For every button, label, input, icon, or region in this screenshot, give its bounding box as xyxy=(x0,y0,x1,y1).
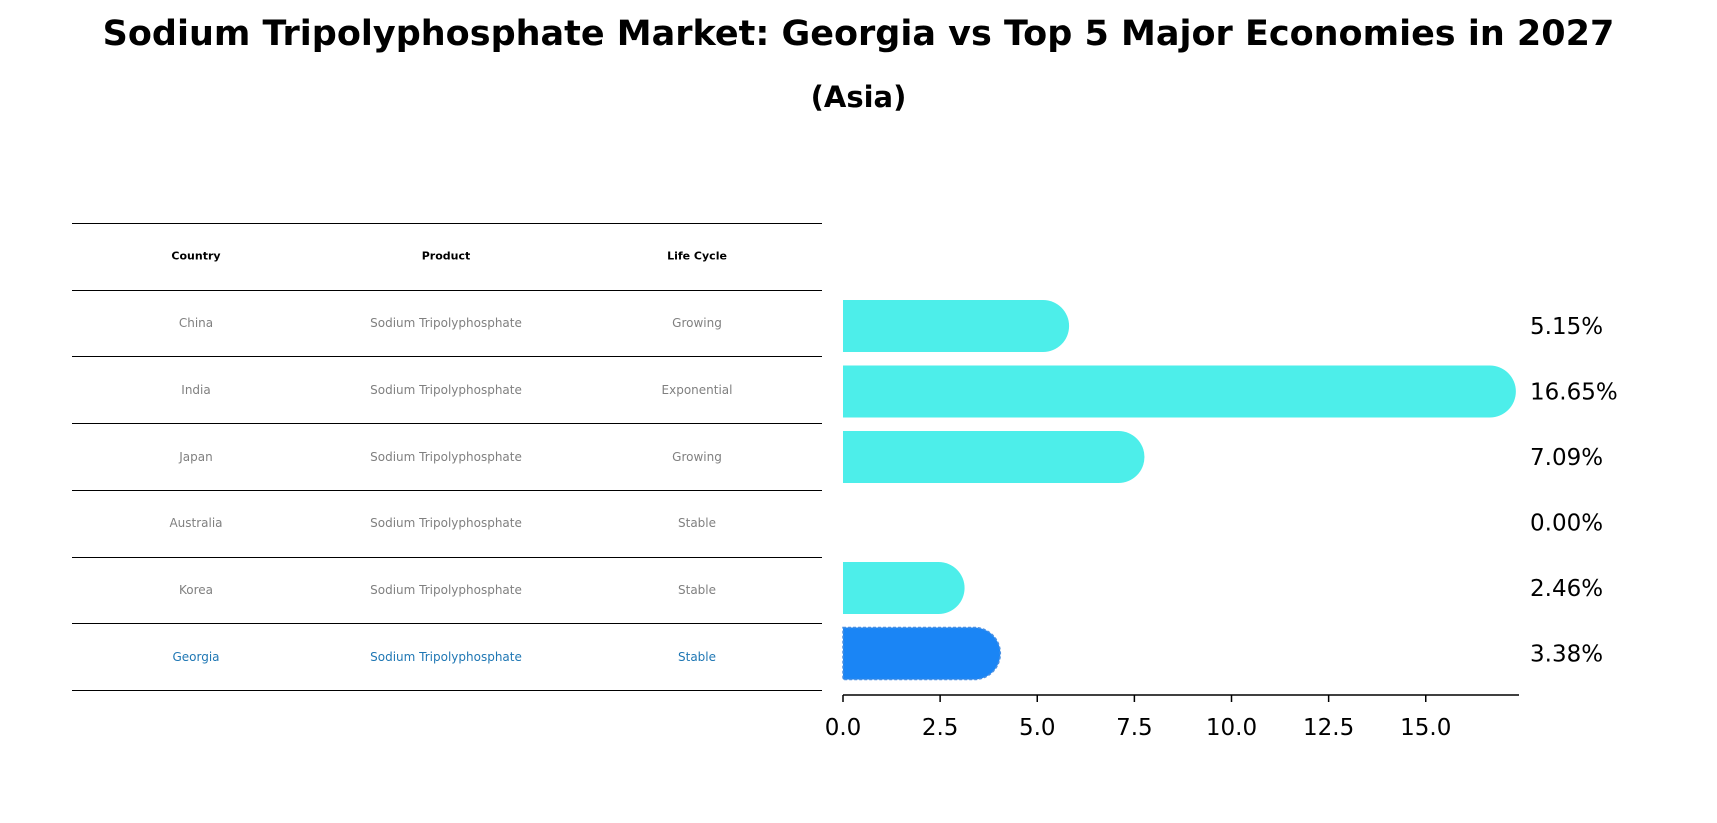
table-cell-life-cycle: Exponential xyxy=(661,383,733,397)
table-cell-product: Sodium Tripolyphosphate xyxy=(370,650,522,664)
x-tick-label: 12.5 xyxy=(1303,715,1354,741)
value-label-australia: 0.00% xyxy=(1530,511,1603,537)
table-cell-country: Australia xyxy=(169,516,223,530)
x-tick-label: 0.0 xyxy=(825,715,862,741)
table-cell-life-cycle: Stable xyxy=(677,650,717,664)
table-rule xyxy=(72,356,822,357)
table-rule xyxy=(72,623,822,624)
table-rule xyxy=(72,290,822,291)
table-header-life-cycle: Life Cycle xyxy=(667,249,727,263)
table-cell-country: Japan xyxy=(179,450,213,464)
table-cell-life-cycle: Growing xyxy=(672,450,722,464)
table-cell-product: Sodium Tripolyphosphate xyxy=(370,383,522,397)
table-rule xyxy=(72,690,822,691)
x-tick-label: 2.5 xyxy=(922,715,959,741)
value-label-korea: 2.46% xyxy=(1530,576,1603,602)
table-cell-life-cycle: Stable xyxy=(677,516,717,530)
value-label-china: 5.15% xyxy=(1530,314,1603,340)
table-header-country: Country xyxy=(171,249,221,263)
table-cell-country: Georgia xyxy=(172,650,220,664)
value-label-japan: 7.09% xyxy=(1530,445,1603,471)
table-cell-country: India xyxy=(181,383,211,397)
value-label-india: 16.65% xyxy=(1530,380,1618,406)
bar-japan xyxy=(843,431,1145,483)
x-tick-label: 7.5 xyxy=(1116,715,1153,741)
table-rule xyxy=(72,557,822,558)
bar-china xyxy=(843,300,1070,352)
table-cell-country: China xyxy=(178,316,214,330)
x-tick-label: 15.0 xyxy=(1400,715,1451,741)
table-cell-country: Korea xyxy=(178,583,214,597)
table-cell-product: Sodium Tripolyphosphate xyxy=(370,583,522,597)
table-rule xyxy=(72,223,822,224)
bar-korea xyxy=(843,562,965,614)
x-tick-label: 5.0 xyxy=(1019,715,1056,741)
bar-georgia xyxy=(842,626,1002,681)
value-label-georgia: 3.38% xyxy=(1530,642,1603,668)
table-cell-product: Sodium Tripolyphosphate xyxy=(370,316,522,330)
table-rule xyxy=(72,490,822,491)
table-header-product: Product xyxy=(421,249,471,263)
bar-india xyxy=(843,365,1516,418)
table-cell-life-cycle: Stable xyxy=(677,583,717,597)
chart-title: Sodium Tripolyphosphate Market: Georgia … xyxy=(102,14,1615,54)
table-cell-product: Sodium Tripolyphosphate xyxy=(370,450,522,464)
table-cell-product: Sodium Tripolyphosphate xyxy=(370,516,522,530)
x-tick-label: 10.0 xyxy=(1206,715,1257,741)
chart-subtitle: (Asia) xyxy=(810,80,907,114)
table-rule xyxy=(72,423,822,424)
table-cell-life-cycle: Growing xyxy=(672,316,722,330)
